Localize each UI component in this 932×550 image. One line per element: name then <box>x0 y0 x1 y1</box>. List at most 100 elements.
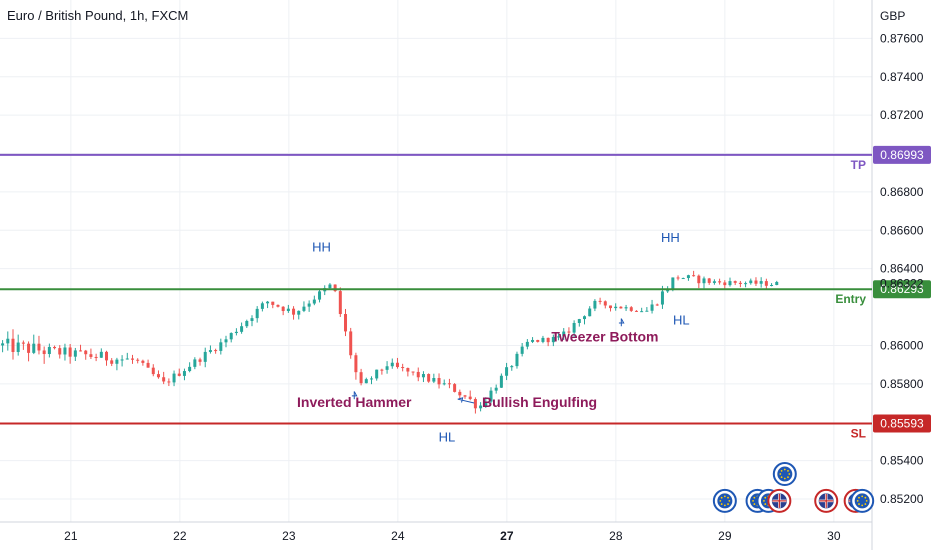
candle-body <box>182 371 186 376</box>
annotation-label: HL <box>439 429 456 444</box>
candle-body <box>58 348 62 355</box>
candle-body <box>364 379 368 384</box>
candle-body <box>193 359 197 367</box>
candle-body <box>593 300 597 309</box>
candle-body <box>359 372 363 384</box>
candle-body <box>266 301 270 304</box>
flag-star <box>720 496 723 499</box>
candle-body <box>281 306 285 312</box>
candle-body <box>115 359 119 364</box>
candle-body <box>764 281 768 286</box>
last-price-label: 0.86322 <box>880 277 924 291</box>
candle-body <box>453 384 457 392</box>
candle-body <box>401 367 405 369</box>
candle-body <box>619 306 623 309</box>
candle-body <box>302 306 306 311</box>
candle-body <box>11 338 15 352</box>
candle-body <box>110 360 114 364</box>
candle-body <box>728 281 732 286</box>
chart-title: Euro / British Pound, 1h, FXCM <box>7 8 189 23</box>
flag-star <box>763 499 765 502</box>
candle-body <box>245 320 249 327</box>
candle-body <box>286 308 290 312</box>
candle-body <box>162 377 166 382</box>
candle-body <box>354 355 358 373</box>
candle-body <box>99 351 103 358</box>
candle-body <box>390 362 394 367</box>
flag-star <box>787 476 789 479</box>
candle-body <box>510 366 514 368</box>
annotation-label: Tweezer Bottom <box>551 329 658 345</box>
candle-body <box>224 339 228 343</box>
candle-body <box>520 346 524 354</box>
y-tick-label: 0.87400 <box>880 70 924 84</box>
level-label-entry: Entry <box>835 292 866 306</box>
candle-body <box>208 350 212 352</box>
candle-body <box>645 310 649 312</box>
candle-body <box>479 405 483 409</box>
candle-body <box>292 308 296 315</box>
candle-body <box>42 350 46 355</box>
flag-star <box>719 499 722 502</box>
candle-body <box>385 366 389 370</box>
candle-body <box>234 331 238 334</box>
candle-body <box>203 351 207 362</box>
x-tick-label: 27 <box>500 529 514 543</box>
level-label-tp: TP <box>851 158 866 172</box>
candle-body <box>411 371 415 373</box>
candle-body <box>37 343 41 351</box>
candle-body <box>380 369 384 371</box>
pointer-arrow-head <box>457 397 464 403</box>
candle-body <box>551 336 555 343</box>
candle-body <box>421 374 425 378</box>
flag-star <box>780 476 783 479</box>
candle-body <box>567 331 571 333</box>
candle-body <box>546 337 550 343</box>
candle-body <box>427 374 431 382</box>
candle-body <box>473 399 477 409</box>
candle-body <box>562 331 566 337</box>
y-tick-label: 0.86600 <box>880 223 924 237</box>
flag-star <box>727 496 729 499</box>
candle-body <box>702 278 706 284</box>
candle-body <box>640 311 644 313</box>
candle-body <box>214 350 218 352</box>
y-tick-label: 0.86800 <box>880 185 924 199</box>
y-tick-label: 0.87600 <box>880 31 924 45</box>
candle-body <box>458 391 462 396</box>
candle-body <box>219 342 223 351</box>
candle-body <box>198 359 202 362</box>
candle-body <box>240 326 244 332</box>
candle-body <box>686 275 690 279</box>
flag-star <box>728 499 731 502</box>
candle-body <box>447 383 451 385</box>
level-price-entry: 0.86293 <box>880 282 924 296</box>
candle-body <box>338 291 342 315</box>
candle-body <box>105 351 109 361</box>
candle-body <box>634 310 638 312</box>
candle-body <box>484 401 488 406</box>
candle-body <box>172 373 176 383</box>
candle-body <box>494 387 498 391</box>
candle-body <box>770 284 774 286</box>
candle-body <box>130 358 134 360</box>
candle-body <box>749 280 753 284</box>
candle-body <box>681 278 685 280</box>
level-label-sl: SL <box>851 427 866 441</box>
flag-star <box>864 503 867 505</box>
candle-body <box>53 346 57 349</box>
candle-body <box>146 362 150 368</box>
candle-body <box>525 341 529 347</box>
level-price-tag-tp <box>873 145 931 164</box>
candle-body <box>775 281 779 285</box>
candle-body <box>598 300 602 302</box>
y-tick-label: 0.86400 <box>880 262 924 276</box>
candle-body <box>572 322 576 333</box>
flag-star <box>753 496 756 499</box>
candle-body <box>499 375 503 388</box>
pointer-arrow-head <box>618 318 625 324</box>
candle-body <box>84 350 88 355</box>
candle-body <box>63 347 67 355</box>
candle-body <box>588 308 592 317</box>
